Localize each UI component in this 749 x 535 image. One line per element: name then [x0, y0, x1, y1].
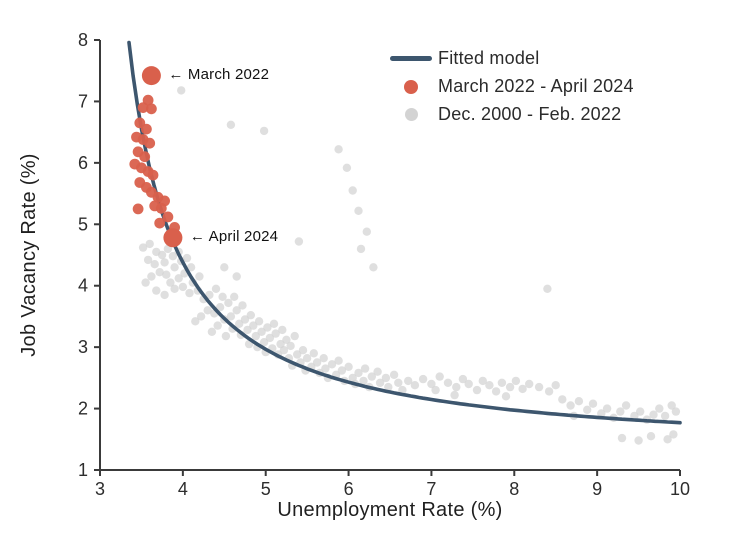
svg-text:2: 2 — [78, 399, 88, 419]
svg-text:6: 6 — [78, 153, 88, 173]
svg-text:1: 1 — [78, 460, 88, 480]
svg-text:5: 5 — [78, 214, 88, 234]
svg-text:4: 4 — [178, 479, 188, 499]
legend-marker-col — [388, 56, 434, 61]
recent-points — [129, 66, 183, 248]
annotation-march-2022: ← March 2022 — [168, 65, 270, 83]
legend-label-fitted-model: Fitted model — [438, 48, 540, 68]
tick-labels: 3 4 5 6 7 8 9 10 1 2 3 4 5 6 7 8 — [78, 30, 690, 499]
y-axis-label: Job Vacancy Rate (%) — [18, 153, 40, 357]
svg-text:8: 8 — [78, 30, 88, 50]
legend-marker-col — [388, 108, 434, 121]
svg-text:3: 3 — [78, 337, 88, 357]
legend-item-recent: March 2022 - April 2024 — [388, 74, 634, 99]
svg-text:8: 8 — [509, 479, 519, 499]
highlight-point — [163, 228, 183, 248]
chart-legend: Fitted model March 2022 - April 2024 Dec… — [388, 46, 634, 127]
svg-text:4: 4 — [78, 276, 88, 296]
legend-item-fitted-model: Fitted model — [388, 46, 634, 71]
svg-text:7: 7 — [426, 479, 436, 499]
svg-text:3: 3 — [95, 479, 105, 499]
svg-text:6: 6 — [344, 479, 354, 499]
fitted-curve — [127, 40, 682, 425]
svg-text:10: 10 — [670, 479, 690, 499]
annotation-april-2024: ← April 2024 — [189, 227, 279, 245]
historical-points — [138, 86, 681, 445]
highlight-point — [141, 66, 161, 86]
svg-text:9: 9 — [592, 479, 602, 499]
x-axis-label: Unemployment Rate (%) — [277, 499, 503, 521]
recent-dot-swatch — [404, 79, 418, 94]
legend-label-recent: March 2022 - April 2024 — [438, 76, 634, 96]
fitted-model-line-swatch — [390, 56, 432, 61]
svg-text:5: 5 — [261, 479, 271, 499]
legend-item-historical: Dec. 2000 - Feb. 2022 — [388, 102, 634, 127]
svg-text:7: 7 — [78, 91, 88, 111]
legend-marker-col — [388, 79, 434, 94]
legend-label-historical: Dec. 2000 - Feb. 2022 — [438, 104, 622, 124]
historical-dot-swatch — [404, 108, 418, 121]
